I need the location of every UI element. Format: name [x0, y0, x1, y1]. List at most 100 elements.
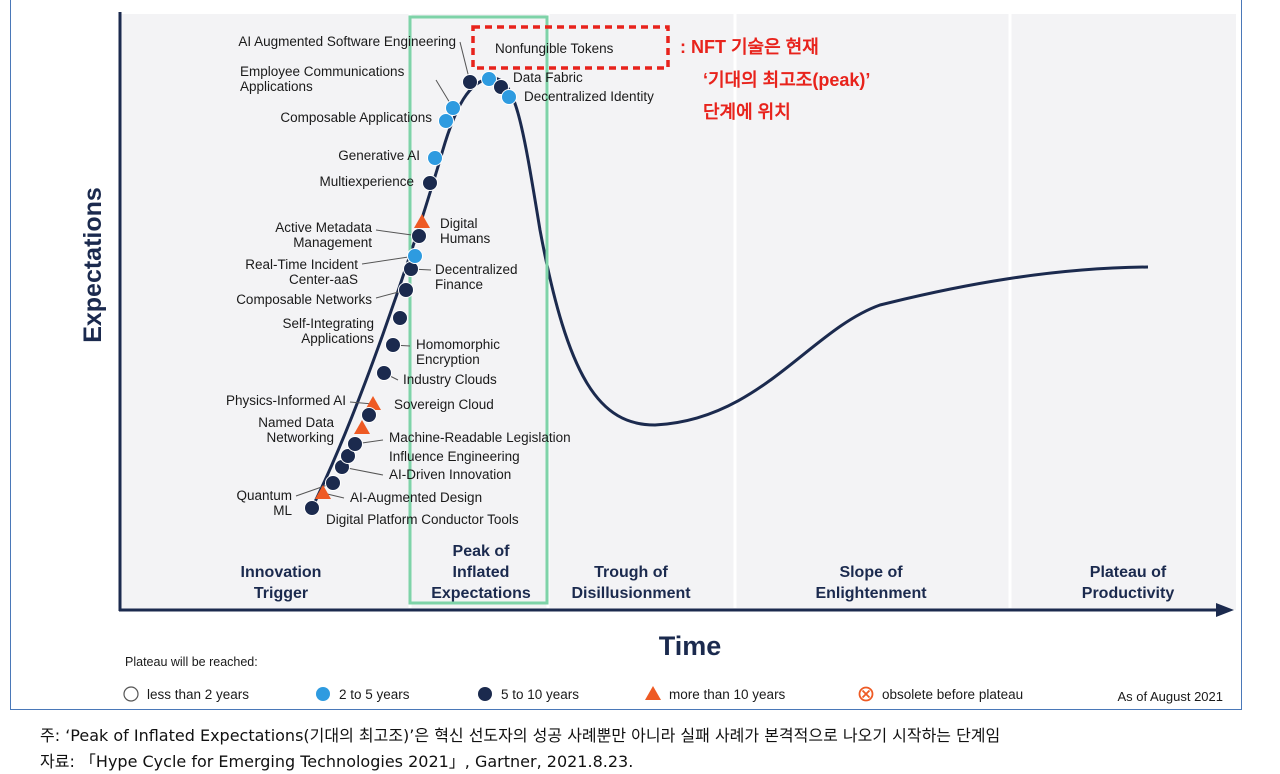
- tech-label-line: Multiexperience: [319, 174, 414, 189]
- tech-label-named-data-networking: Named Data Networking: [258, 415, 334, 445]
- phase-label: Slope of: [839, 564, 903, 581]
- phase-label: Inflated: [453, 564, 510, 581]
- tech-label-line: AI-Driven Innovation: [389, 467, 511, 482]
- leader-line-real-time-incident-center-aas: [361, 255, 416, 265]
- tech-label-line: Applications: [240, 79, 313, 94]
- tech-label-self-integrating-applications: Self-Integrating Applications: [282, 316, 374, 346]
- tech-label-line: Active Metadata: [275, 220, 372, 235]
- marker-machine-readable-legislation: [347, 436, 363, 452]
- tech-label-nonfungible-tokens: Nonfungible Tokens: [495, 41, 614, 56]
- marker-generative-ai: [427, 150, 443, 166]
- tech-label-line: Generative AI: [338, 148, 420, 163]
- legend-label: more than 10 years: [669, 687, 786, 702]
- tech-label-industry-clouds: Industry Clouds: [403, 372, 497, 387]
- marker-homomorphic-encryption: [385, 337, 401, 353]
- tech-label-machine-readable-legislation: Machine-Readable Legislation: [389, 430, 571, 445]
- tech-label-line: Networking: [266, 430, 334, 445]
- legend-marker-5-to-10-years: [478, 687, 492, 701]
- marker-employee-communications-applications: [445, 100, 461, 116]
- tech-label-line: AI-Augmented Design: [350, 490, 482, 505]
- phase-label: Plateau of: [1090, 564, 1167, 581]
- legend-label: less than 2 years: [147, 687, 249, 702]
- nft-callout-text: : NFT 기술은 현재: [680, 37, 819, 57]
- phase-label: Productivity: [1082, 585, 1175, 602]
- tech-label-line: Self-Integrating: [282, 316, 374, 331]
- marker-composable-networks: [398, 282, 414, 298]
- tech-label-generative-ai: Generative AI: [338, 148, 420, 163]
- tech-label-line: Applications: [301, 331, 374, 346]
- plot-background: [120, 14, 1236, 610]
- marker-self-integrating-applications: [392, 310, 408, 326]
- marker-industry-clouds: [376, 365, 392, 381]
- tech-label-line: Physics-Informed AI: [226, 393, 346, 408]
- tech-label-line: Digital Platform Conductor Tools: [326, 512, 519, 527]
- nft-callout-text: 단계에 위치: [703, 102, 791, 122]
- footnote-note: 주: ‘Peak of Inflated Expectations(기대의 최고…: [40, 726, 1001, 745]
- nft-callout-box: [471, 25, 670, 70]
- marker-ai-augmented-software-engineering: [462, 74, 478, 90]
- tech-label-line: Encryption: [416, 352, 480, 367]
- marker-sovereign-cloud: [361, 407, 377, 423]
- tech-label-line: Digital: [440, 216, 478, 231]
- figure-frame: [10, 0, 1242, 710]
- legend-marker-obsolete-before-plateau-cross: [861, 689, 871, 699]
- marker-named-data-networking: [354, 420, 370, 434]
- marker-composable-applications: [438, 113, 454, 129]
- tech-label-line: Employee Communications: [240, 64, 405, 79]
- legend-label: obsolete before plateau: [882, 687, 1023, 702]
- marker-digital-humans: [414, 214, 430, 228]
- marker-digital-platform-conductor-tools: [304, 500, 320, 516]
- marker-physics-informed-ai: [365, 396, 381, 410]
- tech-label-line: Nonfungible Tokens: [495, 41, 614, 56]
- tech-label-ai-augmented-software-engineering: AI Augmented Software Engineering: [238, 34, 456, 49]
- tech-label-ai-driven-innovation: AI-Driven Innovation: [389, 467, 511, 482]
- as-of-date: As of August 2021: [1117, 689, 1223, 704]
- tech-label-line: Real-Time Incident: [245, 257, 358, 272]
- tech-label-line: Humans: [440, 231, 491, 246]
- tech-label-employee-communications-applications: Employee Communications Applications: [240, 64, 405, 94]
- tech-label-line: Machine-Readable Legislation: [389, 430, 571, 445]
- tech-label-line: Decentralized Identity: [524, 89, 654, 104]
- tech-label-line: Homomorphic: [416, 337, 500, 352]
- legend-marker-more-than-10-years: [645, 686, 661, 700]
- tech-label-line: ML: [273, 503, 292, 518]
- tech-label-ai-augmented-design: AI-Augmented Design: [350, 490, 482, 505]
- tech-label-line: Finance: [435, 277, 483, 292]
- tech-label-line: Influence Engineering: [389, 449, 520, 464]
- legend-marker-2-to-5-years: [316, 687, 330, 701]
- tech-label-homomorphic-encryption: Homomorphic Encryption: [416, 337, 500, 367]
- tech-label-data-fabric: Data Fabric: [513, 70, 583, 85]
- marker-ai-augmented-design: [315, 485, 331, 499]
- tech-label-composable-networks: Composable Networks: [236, 292, 372, 307]
- tech-label-sovereign-cloud: Sovereign Cloud: [394, 397, 494, 412]
- phase-label: Expectations: [431, 585, 531, 602]
- marker-decentralized-identity: [501, 89, 517, 105]
- nft-callout-text: ‘기대의 최고조(peak)’: [703, 70, 870, 90]
- tech-label-line: Center-aaS: [289, 272, 358, 287]
- tech-label-real-time-incident-center-aas: Real-Time Incident Center-aaS: [245, 257, 358, 287]
- x-axis-title: Time: [659, 631, 722, 661]
- tech-label-multiexperience: Multiexperience: [319, 174, 414, 189]
- phase-label: Peak of: [453, 543, 511, 560]
- marker-influence-engineering: [340, 448, 356, 464]
- marker-nonfungible-tokens: [481, 71, 497, 87]
- legend-label: 2 to 5 years: [339, 687, 410, 702]
- phase-label: Innovation: [241, 564, 322, 581]
- phase-label: Disillusionment: [571, 585, 691, 602]
- tech-label-digital-platform-conductor-tools: Digital Platform Conductor Tools: [326, 512, 519, 527]
- tech-label-line: Management: [293, 235, 372, 250]
- x-axis-arrow: [1216, 603, 1234, 617]
- tech-label-decentralized-finance: Decentralized Finance: [435, 262, 518, 292]
- marker-multiexperience: [422, 175, 438, 191]
- tech-label-decentralized-identity: Decentralized Identity: [524, 89, 654, 104]
- tech-label-line: Data Fabric: [513, 70, 583, 85]
- phase-label: Trigger: [254, 585, 308, 602]
- tech-label-active-metadata-management: Active Metadata Management: [275, 220, 372, 250]
- phase-label: Enlightenment: [815, 585, 927, 602]
- legend-label: 5 to 10 years: [501, 687, 579, 702]
- tech-label-line: Quantum: [236, 488, 292, 503]
- footnote-source: 자료: 「Hype Cycle for Emerging Technologie…: [40, 752, 634, 771]
- tech-label-line: Sovereign Cloud: [394, 397, 494, 412]
- tech-label-line: Composable Applications: [280, 110, 432, 125]
- tech-label-composable-applications: Composable Applications: [280, 110, 432, 125]
